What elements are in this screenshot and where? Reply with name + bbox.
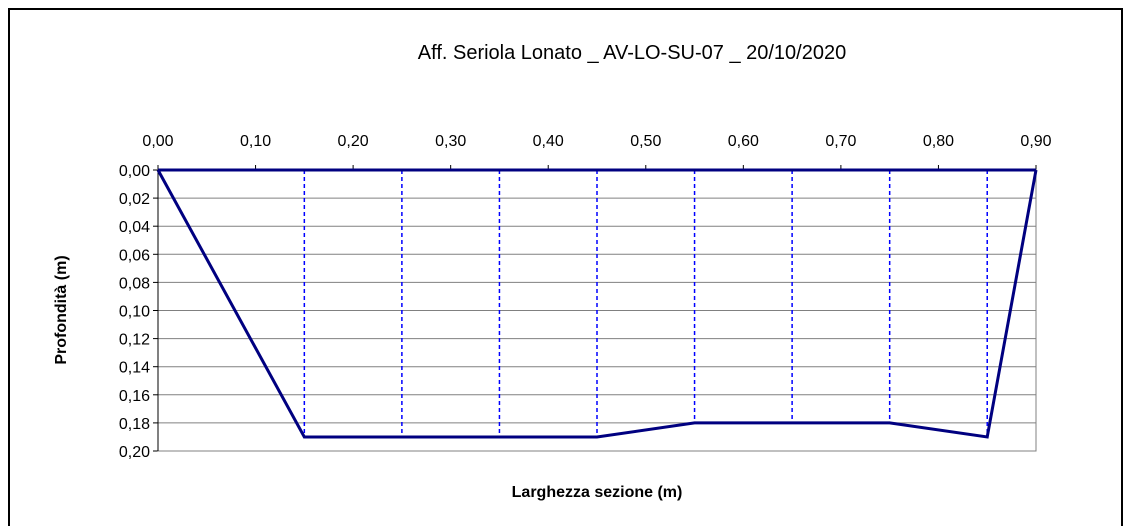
x-tick-label: 0,10 (240, 133, 271, 150)
x-tick-label: 0,60 (728, 133, 759, 150)
x-tick-label: 0,50 (630, 133, 661, 150)
y-tick-label: 0,10 (119, 304, 150, 321)
y-tick-label: 0,06 (119, 247, 150, 264)
y-axis-label: Profondità (m) (53, 255, 70, 364)
y-tick-label: 0,18 (119, 416, 150, 433)
x-tick-label: 0,40 (533, 133, 564, 150)
x-tick-label: 0,70 (825, 133, 856, 150)
x-tick-label: 0,80 (923, 133, 954, 150)
y-tick-label: 0,00 (119, 163, 150, 180)
x-tick-label: 0,30 (435, 133, 466, 150)
y-tick-label: 0,08 (119, 275, 150, 292)
y-tick-label: 0,14 (119, 360, 150, 377)
y-tick-label: 0,20 (119, 444, 150, 461)
y-tick-label: 0,16 (119, 388, 150, 405)
chart-title: Aff. Seriola Lonato _ AV-LO-SU-07 _ 20/1… (418, 42, 846, 64)
y-tick-label: 0,12 (119, 332, 150, 349)
profile-series-line (156, 169, 1038, 439)
x-tick-label: 0,20 (338, 133, 369, 150)
x-tick-label: 0,00 (142, 133, 173, 150)
x-axis-label: Larghezza sezione (m) (512, 484, 683, 501)
y-tick-label: 0,04 (119, 219, 150, 236)
chart-frame (8, 8, 1123, 526)
y-tick-label: 0,02 (119, 191, 150, 208)
x-tick-label: 0,90 (1020, 133, 1051, 150)
